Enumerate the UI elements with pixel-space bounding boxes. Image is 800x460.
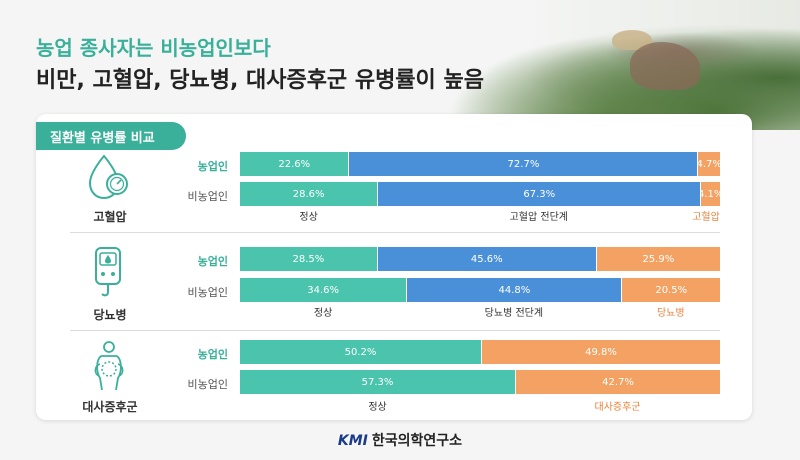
bar-segment-당뇨병 전단계: 45.6% [376, 247, 596, 271]
row-label-nonfarmer: 비농업인 [187, 286, 228, 299]
legend-label-고혈압 전단계: 고혈압 전단계 [509, 212, 568, 223]
bar-segment-고혈압 전단계: 72.7% [348, 152, 698, 176]
bar-segment-정상: 28.6% [240, 182, 378, 206]
footer-logo: KMI 한국의학연구소 [0, 430, 800, 450]
headline-line-2: 비만, 고혈압, 당뇨병, 대사증후군 유병률이 높음 [36, 68, 484, 93]
bar-segment-당뇨병: 25.9% [595, 247, 720, 271]
farmer-figure [612, 30, 652, 50]
body-silhouette-icon [84, 340, 134, 392]
bar-segment-정상: 50.2% [240, 340, 481, 364]
stacked-bar-metabolic-nonfarmer: 57.3% 42.7% [240, 370, 720, 394]
row-label-nonfarmer: 비농업인 [187, 378, 228, 391]
legend-label-당뇨병: 당뇨병 [656, 308, 685, 319]
legend-label-정상: 정상 [368, 402, 387, 413]
legend-label-고혈압: 고혈압 [692, 212, 720, 223]
bar-segment-고혈압: 4.7% [697, 152, 720, 176]
legend-label-정상: 정상 [313, 308, 333, 319]
bar-segment-당뇨병 전단계: 44.8% [406, 278, 622, 302]
bar-segment-정상: 28.5% [240, 247, 377, 271]
stacked-bar-diabetes-farmer: 28.5% 45.6% 25.9% [240, 247, 720, 271]
bar-segment-고혈압 전단계: 67.3% [377, 182, 701, 206]
card-tab-label: 질환별 유병률 비교 [36, 122, 186, 150]
bar-segment-정상: 34.6% [240, 278, 407, 302]
bar-segment-고혈압: 4.1% [700, 182, 720, 206]
disease-label-hypertension: 고혈압 [93, 210, 127, 224]
disease-label-metabolic: 대사증후군 [82, 400, 138, 414]
bar-segment-정상: 22.6% [240, 152, 349, 176]
legend-label-대사증후군: 대사증후군 [594, 402, 641, 413]
stacked-bar-diabetes-nonfarmer: 34.6% 44.8% 20.5% [240, 278, 720, 302]
row-label-nonfarmer: 비농업인 [187, 190, 228, 203]
row-label-farmer: 농업인 [197, 255, 228, 268]
stacked-bar-metabolic-farmer: 50.2% 49.8% [240, 340, 720, 364]
bar-segment-대사증후군: 49.8% [480, 340, 720, 364]
org-name: 한국의학연구소 [371, 433, 463, 449]
blood-drop-gauge-icon [84, 152, 134, 204]
legend-label-정상: 정상 [299, 212, 318, 223]
stacked-bar-hypertension-nonfarmer: 28.6%67.3%4.1% [240, 182, 720, 206]
bar-segment-대사증후군: 42.7% [515, 370, 720, 394]
glucose-meter-icon [84, 244, 134, 297]
bar-segment-정상: 57.3% [240, 370, 516, 394]
disease-label-diabetes: 당뇨병 [93, 308, 127, 322]
header-photo [380, 0, 800, 130]
legend-label-당뇨병 전단계: 당뇨병 전단계 [484, 308, 544, 319]
stacked-bar-hypertension-farmer: 22.6%72.7%4.7% [240, 152, 720, 176]
section-divider [70, 232, 720, 233]
row-label-farmer: 농업인 [197, 160, 228, 173]
kmi-logo-mark: KMI [337, 433, 368, 449]
bar-segment-당뇨병: 20.5% [621, 278, 720, 302]
headline-line-1: 농업 종사자는 비농업인보다 [36, 36, 271, 60]
section-divider [70, 330, 720, 331]
farmer-figure-body [630, 42, 700, 90]
row-label-farmer: 농업인 [197, 348, 228, 361]
